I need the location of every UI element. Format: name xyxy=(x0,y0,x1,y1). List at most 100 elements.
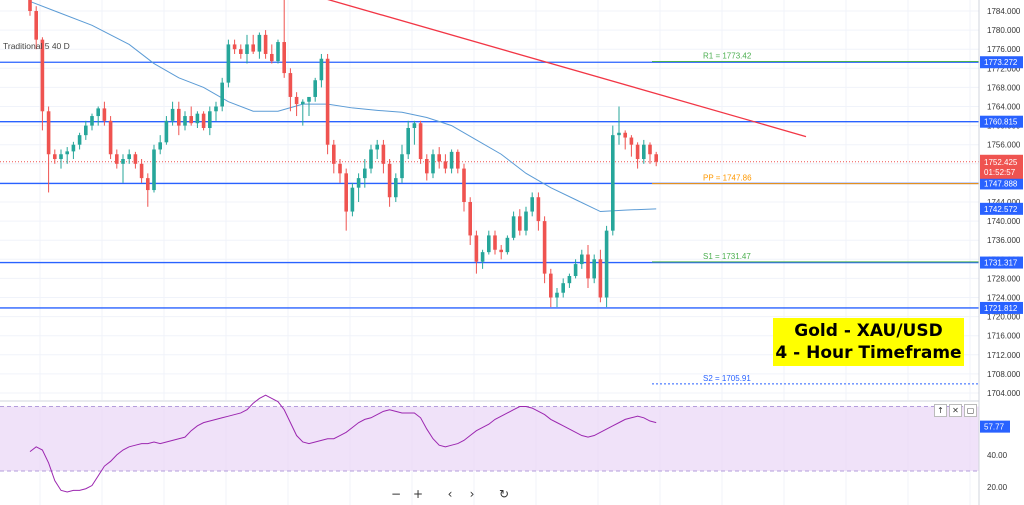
candle-body xyxy=(276,42,280,62)
rsi-series xyxy=(29,394,657,493)
level-tag-label: 1760.815 xyxy=(984,118,1018,127)
candle-body xyxy=(28,0,32,11)
candle-body xyxy=(226,44,231,83)
candle-body xyxy=(170,108,175,121)
candle-body xyxy=(499,249,503,253)
candle-body xyxy=(263,34,268,54)
level-tag xyxy=(980,256,1023,269)
price-tick-label: 1728.000 xyxy=(987,274,1021,283)
price-tick-label: 1736.000 xyxy=(987,236,1021,245)
indicator-label: Traditional 5 40 D xyxy=(3,41,70,51)
candle-body xyxy=(232,44,237,50)
candle-body xyxy=(214,106,218,112)
candle-body xyxy=(580,254,584,265)
candle-body xyxy=(487,235,491,253)
candle-body xyxy=(437,154,441,162)
pane-move-up-button[interactable]: ↑ xyxy=(934,404,947,417)
candle-body xyxy=(108,120,113,155)
reset-chart-button[interactable]: ↻ xyxy=(498,487,510,501)
candle-body xyxy=(183,116,187,126)
candle-body xyxy=(325,58,330,145)
candle-body xyxy=(518,216,522,231)
pivot-levels: R1 = 1773.42 PP = 1747.86 S1 = 1731.47 S2 =… xyxy=(652,52,979,385)
level-tag xyxy=(980,115,1023,128)
candle-body xyxy=(381,144,386,164)
current-price-label: 1752.425 xyxy=(984,158,1018,167)
candle-body xyxy=(356,178,361,188)
candle-body xyxy=(418,123,423,160)
candle-body xyxy=(344,173,348,212)
rsi-tick-label: 20.00 xyxy=(987,483,1008,492)
candle-body xyxy=(84,125,88,136)
candle-body xyxy=(127,154,131,160)
candle-body xyxy=(177,108,181,126)
moving-average-line xyxy=(29,0,657,213)
candle-body xyxy=(505,237,510,253)
candle-body xyxy=(77,135,82,145)
candle-body xyxy=(654,154,658,162)
rsi-tick-label: 40.00 xyxy=(987,451,1008,460)
current-price-tag xyxy=(980,154,1023,179)
scroll-right-button[interactable]: › xyxy=(469,487,475,501)
price-tick-label: 1780.000 xyxy=(987,26,1021,35)
chart-title-line1: Gold - XAU/USD xyxy=(794,321,943,341)
candle-body xyxy=(34,11,38,40)
candle-body xyxy=(288,73,293,97)
candle-body xyxy=(604,230,609,298)
price-tick-label: 1768.000 xyxy=(987,83,1021,92)
pane-maximize-button[interactable]: ▢ xyxy=(964,404,977,417)
candle-body xyxy=(40,39,45,112)
candle-body xyxy=(220,82,224,107)
candle-body xyxy=(555,292,559,298)
candle-body xyxy=(146,178,150,191)
candle-body xyxy=(549,273,553,298)
zoom-in-button[interactable]: + xyxy=(412,487,424,501)
candle-body xyxy=(139,163,144,179)
candle-body xyxy=(406,127,410,155)
zoom-out-button[interactable]: − xyxy=(390,487,402,501)
candle-body xyxy=(586,254,590,279)
candle-body xyxy=(90,116,94,126)
price-tick-label: 1764.000 xyxy=(987,103,1021,112)
candle-body xyxy=(443,161,448,169)
candle-body xyxy=(617,132,621,136)
level-tag xyxy=(980,56,1023,69)
candle-body xyxy=(96,108,100,117)
scroll-left-button[interactable]: ‹ xyxy=(447,487,453,501)
candle-body xyxy=(201,113,206,128)
candle-body xyxy=(425,159,429,174)
trendline-line xyxy=(327,0,807,138)
candle-body xyxy=(387,163,392,198)
price-tick-label: 1740.000 xyxy=(987,217,1021,226)
price-tick-label: 1716.000 xyxy=(987,332,1021,341)
price-tick-label: 1708.000 xyxy=(987,370,1021,379)
level-tag-label: 1773.272 xyxy=(984,58,1018,67)
candle-body xyxy=(493,235,497,250)
candle-body xyxy=(251,44,255,52)
price-tick-label: 1772.000 xyxy=(987,64,1021,73)
candlestick-series xyxy=(28,0,658,308)
pivot-label-s1: S1 = 1731.47 xyxy=(703,252,751,261)
level-tag xyxy=(980,177,1023,190)
candle-body xyxy=(245,44,249,54)
candle-body xyxy=(462,168,466,202)
candle-body xyxy=(592,259,596,279)
candle-body xyxy=(536,197,541,222)
candle-body xyxy=(158,142,162,150)
rsi-line xyxy=(29,394,657,493)
candle-body xyxy=(400,154,404,179)
candle-body xyxy=(332,144,336,164)
candle-body xyxy=(412,123,417,128)
candle-body xyxy=(629,137,634,145)
moving-average xyxy=(29,0,657,213)
candle-body xyxy=(449,151,454,169)
countdown-label: 01:52:57 xyxy=(984,168,1016,177)
price-axis: 1784.000 1780.000 1776.000 1772.000 1768.000… xyxy=(978,0,1024,505)
pane-close-button[interactable]: ✕ xyxy=(949,404,962,417)
candle-body xyxy=(319,58,324,81)
candle-body xyxy=(394,178,398,198)
candle-body xyxy=(294,96,299,105)
price-tick-label: 1704.000 xyxy=(987,389,1021,398)
